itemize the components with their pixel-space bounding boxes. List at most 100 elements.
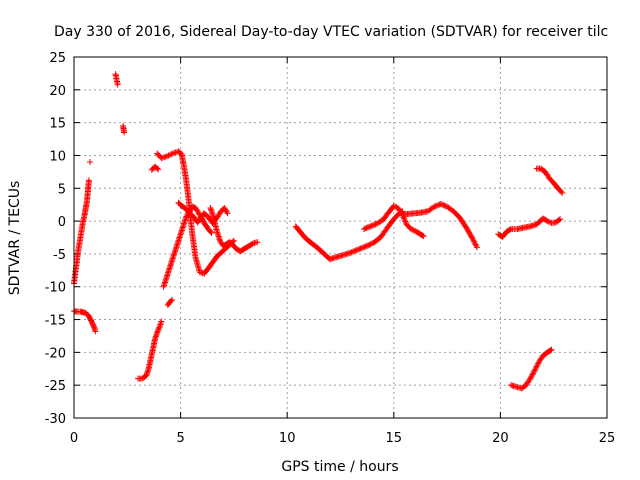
data-point xyxy=(157,319,164,326)
data-point xyxy=(354,246,361,253)
x-axis-label: GPS time / hours xyxy=(281,459,398,475)
data-point xyxy=(470,237,477,244)
data-point xyxy=(401,217,408,224)
data-point xyxy=(367,241,374,248)
data-point xyxy=(402,218,409,225)
data-point xyxy=(158,318,165,325)
data-point xyxy=(165,152,172,159)
data-point xyxy=(531,367,538,374)
data-point xyxy=(441,202,448,209)
data-point xyxy=(155,166,162,173)
data-point xyxy=(169,150,176,157)
x-tick-label: 25 xyxy=(599,431,616,446)
data-point xyxy=(169,296,176,303)
data-point xyxy=(431,203,438,210)
data-point xyxy=(366,241,373,248)
data-point xyxy=(545,218,552,225)
data-point xyxy=(155,327,162,334)
data-point xyxy=(360,244,367,251)
data-point xyxy=(358,245,365,252)
data-point xyxy=(390,202,397,209)
data-point xyxy=(168,151,175,158)
data-point xyxy=(154,165,161,172)
data-point xyxy=(352,247,359,254)
data-point xyxy=(556,216,563,223)
data-point xyxy=(362,243,369,250)
data-point xyxy=(527,374,534,381)
data-point xyxy=(156,324,163,331)
data-point xyxy=(407,225,414,232)
plot-frame xyxy=(73,56,608,419)
data-point xyxy=(223,208,230,215)
data-point xyxy=(401,215,408,222)
data-point xyxy=(168,297,175,304)
data-point xyxy=(155,325,162,332)
y-tick-label: 0 xyxy=(58,215,66,230)
data-point xyxy=(409,226,416,233)
data-marks xyxy=(71,71,566,392)
data-point xyxy=(440,202,447,209)
data-point xyxy=(527,375,534,382)
data-point xyxy=(224,210,231,217)
data-point xyxy=(356,246,363,253)
data-point xyxy=(86,159,93,166)
data-point xyxy=(361,243,368,250)
data-point xyxy=(357,245,364,252)
data-point xyxy=(532,366,539,373)
data-point xyxy=(528,372,535,379)
data-point xyxy=(360,225,367,232)
y-tick-label: 20 xyxy=(49,84,66,99)
y-axis-label: SDTVAR / TECUs xyxy=(7,181,23,296)
data-point xyxy=(472,241,479,248)
data-point xyxy=(392,203,399,210)
data-point xyxy=(438,201,445,208)
data-point xyxy=(468,234,475,241)
data-point xyxy=(254,239,261,246)
data-point xyxy=(529,371,536,378)
data-point xyxy=(92,328,99,335)
x-tick-label: 10 xyxy=(279,431,296,446)
data-point xyxy=(533,363,540,370)
data-point xyxy=(222,207,229,214)
data-point xyxy=(544,218,551,225)
data-point xyxy=(164,153,171,160)
data-point xyxy=(363,224,370,231)
data-point xyxy=(351,248,358,255)
y-tick-label: -25 xyxy=(45,379,66,394)
data-point xyxy=(368,222,375,229)
data-point xyxy=(506,226,513,233)
data-point xyxy=(473,242,480,249)
data-point xyxy=(363,242,370,249)
data-point xyxy=(166,151,173,158)
y-tick-label: -10 xyxy=(45,281,66,296)
data-point xyxy=(419,232,426,239)
data-point xyxy=(154,328,161,335)
data-point xyxy=(347,249,354,256)
data-point xyxy=(157,321,164,328)
data-point xyxy=(207,228,214,235)
x-tick-label: 0 xyxy=(70,431,78,446)
y-tick-label: 5 xyxy=(58,182,66,197)
y-tick-label: -30 xyxy=(45,412,66,427)
x-tick-label: 15 xyxy=(386,431,403,446)
data-point xyxy=(114,81,121,88)
data-point xyxy=(367,223,374,230)
data-point xyxy=(208,229,215,236)
grid-lines xyxy=(74,57,607,418)
y-tick-label: -15 xyxy=(45,314,66,329)
data-point xyxy=(442,203,449,210)
data-point xyxy=(557,216,564,223)
data-point xyxy=(534,362,541,369)
x-tick-label: 20 xyxy=(492,431,509,446)
data-point xyxy=(430,204,437,211)
data-point xyxy=(471,240,478,247)
data-point xyxy=(432,203,439,210)
data-point xyxy=(369,222,376,229)
data-point xyxy=(437,201,444,208)
data-point xyxy=(162,153,169,160)
data-point xyxy=(121,129,128,136)
y-tick-label: -20 xyxy=(45,346,66,361)
data-point xyxy=(364,224,371,231)
chart-title: Day 330 of 2016, Sidereal Day-to-day VTE… xyxy=(54,24,608,40)
data-point xyxy=(348,249,355,256)
